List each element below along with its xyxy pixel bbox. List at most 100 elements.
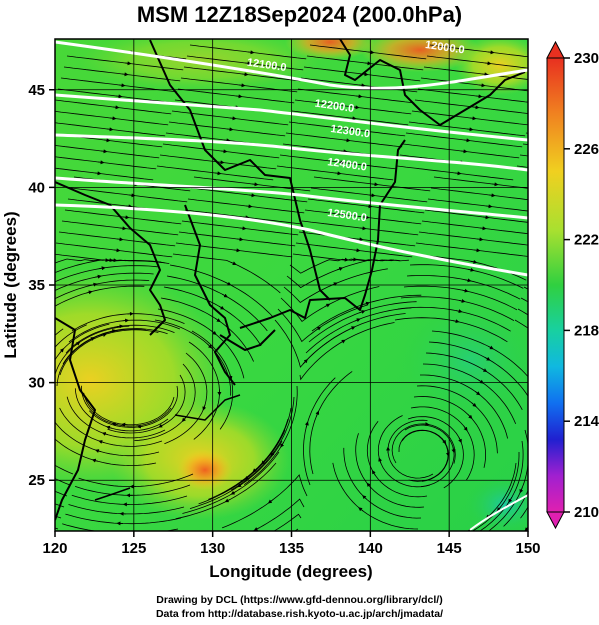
streamline-arrow [490, 567, 494, 569]
streamline-arrow [474, 248, 481, 253]
streamline-arrow [335, 171, 342, 176]
streamline-arrow [17, 451, 20, 454]
streamline [160, 297, 254, 362]
streamline-arrow [104, 138, 111, 143]
colorbar-top-arrow [546, 40, 565, 59]
streamline-arrow [237, 237, 244, 242]
streamline-arrow [125, 61, 132, 66]
x-tick-label: 145 [437, 540, 462, 557]
streamline-arrow [519, 487, 524, 494]
streamline-arrow [568, 332, 571, 335]
x-tick-label: 140 [358, 540, 383, 557]
streamline [71, 313, 185, 332]
streamline-arrow [481, 368, 488, 373]
streamline-arrow [578, 401, 580, 405]
streamline-arrow [461, 149, 468, 154]
streamline-arrow [106, 425, 113, 430]
streamline-arrow [252, 467, 258, 473]
streamline-arrow [579, 296, 582, 299]
streamline-arrow [215, 318, 221, 323]
streamline-arrow [234, 248, 241, 253]
streamline-arrow [98, 160, 105, 165]
streamline [355, 433, 425, 508]
streamline-arrow [129, 193, 136, 198]
streamline-arrow [13, 465, 16, 468]
streamline-arrow [315, 410, 320, 417]
streamline [305, 307, 412, 354]
streamline-arrow [492, 182, 499, 187]
y-axis-label: Latitude (degrees) [1, 211, 20, 358]
streamline-arrow [462, 288, 469, 293]
streamline [471, 452, 520, 531]
streamline-arrow [91, 458, 99, 463]
contour-label: 12300.0 [330, 123, 371, 140]
credit-drawing: Drawing by DCL (https://www.gfd-dennou.o… [156, 594, 443, 606]
streamline-arrow [218, 305, 225, 310]
streamline-arrow [122, 72, 129, 77]
streamline [387, 419, 434, 479]
colorbar: 230 226 222 218 214 210 [546, 40, 599, 530]
streamline-arrow [246, 204, 253, 209]
streamline [188, 341, 220, 440]
wind-streamlines [1, 44, 599, 569]
streamline-arrow [243, 215, 250, 220]
streamline-arrow [120, 226, 127, 231]
streamline-arrow [1, 502, 5, 504]
streamline [182, 451, 280, 514]
streamline-arrow [468, 267, 475, 272]
streamline-arrow [496, 506, 502, 512]
streamline [391, 423, 456, 464]
streamline-arrow [489, 193, 496, 198]
streamline-arrow [338, 160, 345, 165]
streamline-arrow [487, 345, 494, 350]
contour-label: 12000.0 [424, 39, 465, 56]
streamline-arrow [95, 274, 102, 279]
streamline [535, 100, 599, 114]
streamline-arrow [518, 535, 521, 538]
streamline-arrow [117, 237, 124, 242]
streamline-arrow [587, 129, 591, 130]
streamline [397, 306, 511, 332]
streamline-arrow [541, 465, 542, 469]
streamline-arrow [230, 490, 237, 495]
streamline-arrow [372, 182, 379, 187]
streamline [311, 294, 422, 332]
streamline [55, 265, 158, 283]
streamline-arrow [464, 138, 471, 143]
streamline [532, 111, 599, 125]
x-tick-label: 120 [42, 540, 67, 557]
streamline-arrow [480, 226, 487, 231]
streamline-arrow [566, 427, 567, 431]
streamline-arrow [114, 248, 121, 253]
streamline-arrow [488, 50, 495, 55]
streamline [428, 341, 528, 397]
streamline [74, 388, 169, 432]
colorbar-bottom-arrow [546, 511, 565, 530]
streamline-arrow [9, 477, 13, 480]
streamline-arrow [86, 290, 93, 295]
streamline-arrow [126, 204, 133, 209]
streamline-arrow [463, 425, 468, 432]
streamline-arrow [227, 127, 234, 132]
streamline-arrow [531, 476, 532, 480]
streamline [163, 286, 262, 347]
streamline-arrow [451, 446, 456, 454]
streamline-arrow [74, 341, 81, 346]
colorbar-tick-label: 230 [574, 50, 599, 67]
streamline [157, 308, 245, 379]
streamline-arrow [471, 402, 477, 408]
streamline-arrow [369, 193, 376, 198]
streamline-arrow [228, 373, 233, 381]
streamline-arrow [358, 507, 364, 512]
streamline-arrow [218, 160, 225, 165]
streamline-arrow [378, 457, 383, 464]
streamline [59, 407, 163, 447]
streamline-arrow [470, 116, 477, 121]
streamline-arrow [230, 261, 237, 266]
streamline-arrow [242, 72, 249, 77]
streamline-arrow [354, 318, 361, 323]
streamline-arrow [202, 404, 207, 411]
streamline [55, 285, 145, 307]
streamline [503, 419, 528, 527]
